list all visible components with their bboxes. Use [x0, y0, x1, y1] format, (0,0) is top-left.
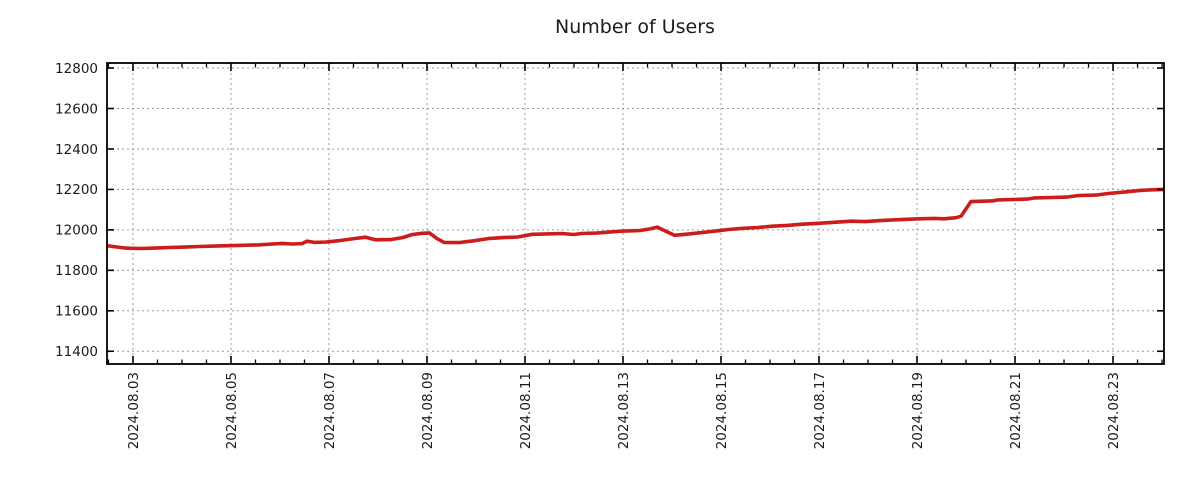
y-axis-tick-label: 12600 — [55, 101, 98, 117]
x-axis-tick-label: 2024.08.13 — [616, 372, 632, 449]
y-axis-tick-label: 12000 — [55, 223, 98, 239]
plot-border — [106, 62, 1165, 365]
y-axis-tick-label: 12200 — [55, 182, 98, 198]
chart-title: Number of Users — [555, 16, 715, 38]
x-axis-tick-label: 2024.08.19 — [910, 372, 926, 449]
x-axis-tick-label: 2024.08.21 — [1008, 372, 1024, 449]
x-axis-tick-label: 2024.08.23 — [1106, 372, 1122, 449]
y-axis-tick-label: 11400 — [55, 344, 98, 360]
y-axis-tick-label: 11600 — [55, 304, 98, 320]
x-axis-tick-label: 2024.08.15 — [714, 372, 730, 449]
x-axis-tick-label: 2024.08.17 — [812, 372, 828, 449]
x-axis-tick-label: 2024.08.09 — [420, 372, 436, 449]
label-layer: 11400 11600 11800 12000 12200 12400 12600 12800… — [55, 61, 1122, 449]
x-axis-tick-label: 2024.08.05 — [224, 372, 240, 449]
y-axis-tick-label: 12800 — [55, 61, 98, 77]
axis-layer — [106, 62, 1165, 365]
x-axis-tick-label: 2024.08.03 — [126, 372, 142, 449]
x-axis-tick-label: 2024.08.07 — [322, 372, 338, 449]
grid-layer — [107, 63, 1164, 364]
data-layer — [106, 187, 1165, 251]
y-axis-tick-label: 12400 — [55, 142, 98, 158]
y-axis-tick-label: 11800 — [55, 263, 98, 279]
data-line-users — [106, 187, 1165, 251]
x-axis-tick-label: 2024.08.11 — [518, 372, 534, 449]
